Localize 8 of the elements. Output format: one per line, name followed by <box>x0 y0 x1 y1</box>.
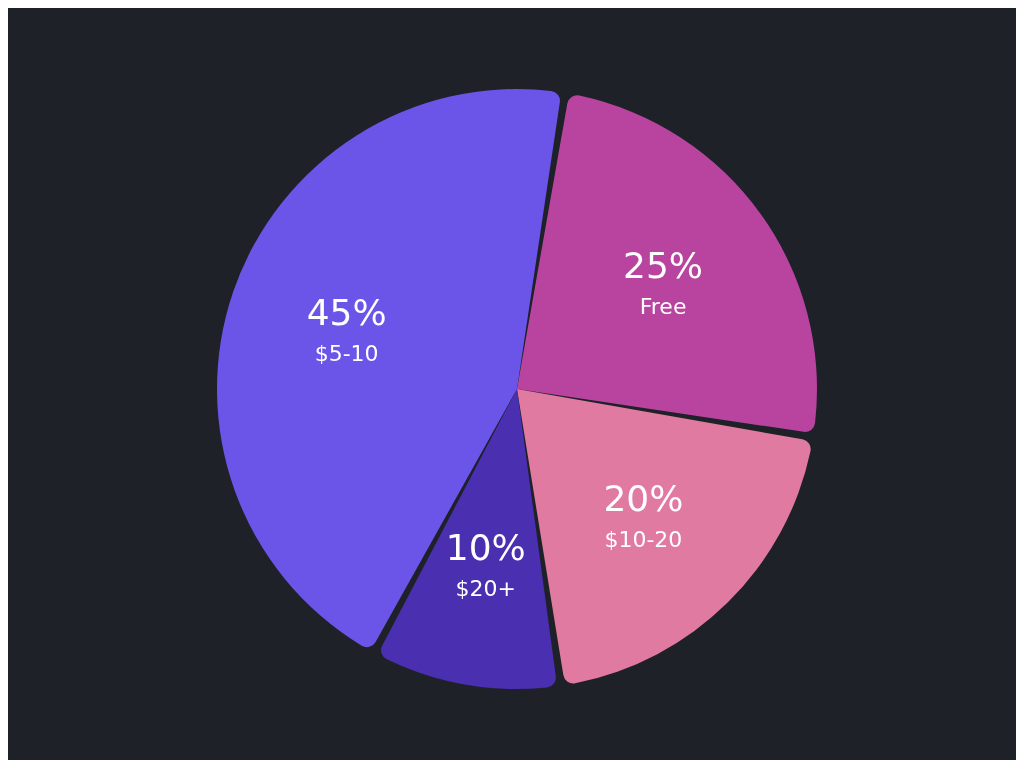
slice-label: $20+ <box>455 576 516 602</box>
data-label: 45% <box>306 291 387 333</box>
data-label: 25% <box>623 244 704 286</box>
slice-label: $10-20 <box>604 527 683 553</box>
slice-label: $5-10 <box>314 340 379 366</box>
data-label: 10% <box>445 527 526 569</box>
data-label: 20% <box>603 478 684 520</box>
slice-label: Free <box>639 293 687 319</box>
